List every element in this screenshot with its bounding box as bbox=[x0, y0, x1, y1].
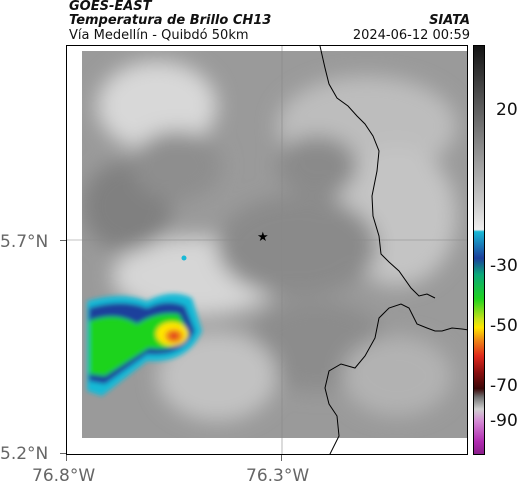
lon-tick-76-3: 76.3°W bbox=[246, 466, 310, 486]
colorbar-tick-minus50: -50 bbox=[490, 316, 518, 336]
organization-label: SIATA bbox=[429, 13, 470, 28]
colorbar-tick-20: 20 bbox=[496, 100, 518, 120]
station-marker-star-icon: ★ bbox=[257, 230, 269, 245]
lon-tick-76-8: 76.8°W bbox=[32, 466, 96, 486]
colorbar-tick-minus70: -70 bbox=[490, 376, 518, 396]
route-label: Vía Medellín - Quibdó 50km bbox=[69, 28, 249, 43]
satellite-map[interactable]: ★ bbox=[66, 45, 468, 455]
satellite-name: GOES-EAST bbox=[69, 0, 152, 14]
colorbar-tick-minus30: -30 bbox=[490, 256, 518, 276]
product-title: Temperatura de Brillo CH13 bbox=[69, 13, 272, 28]
map-canvas bbox=[67, 46, 467, 454]
small-cloud-cell bbox=[181, 255, 187, 261]
boundary-line-upper bbox=[319, 46, 436, 299]
boundary-line-lower bbox=[324, 303, 467, 454]
lat-tick-mark bbox=[60, 240, 66, 241]
timestamp-label: 2024-06-12 00:59 bbox=[352, 28, 470, 43]
lat-tick-5-7: 5.7°N bbox=[0, 232, 49, 252]
cloud-cluster bbox=[87, 293, 202, 396]
lon-tick-mark bbox=[66, 455, 67, 461]
lat-tick-mark bbox=[60, 453, 66, 454]
lat-tick-5-2: 5.2°N bbox=[0, 444, 49, 464]
lon-tick-mark bbox=[281, 455, 282, 461]
temperature-colorbar bbox=[473, 45, 485, 455]
colorbar-tick-minus90: -90 bbox=[490, 411, 518, 431]
